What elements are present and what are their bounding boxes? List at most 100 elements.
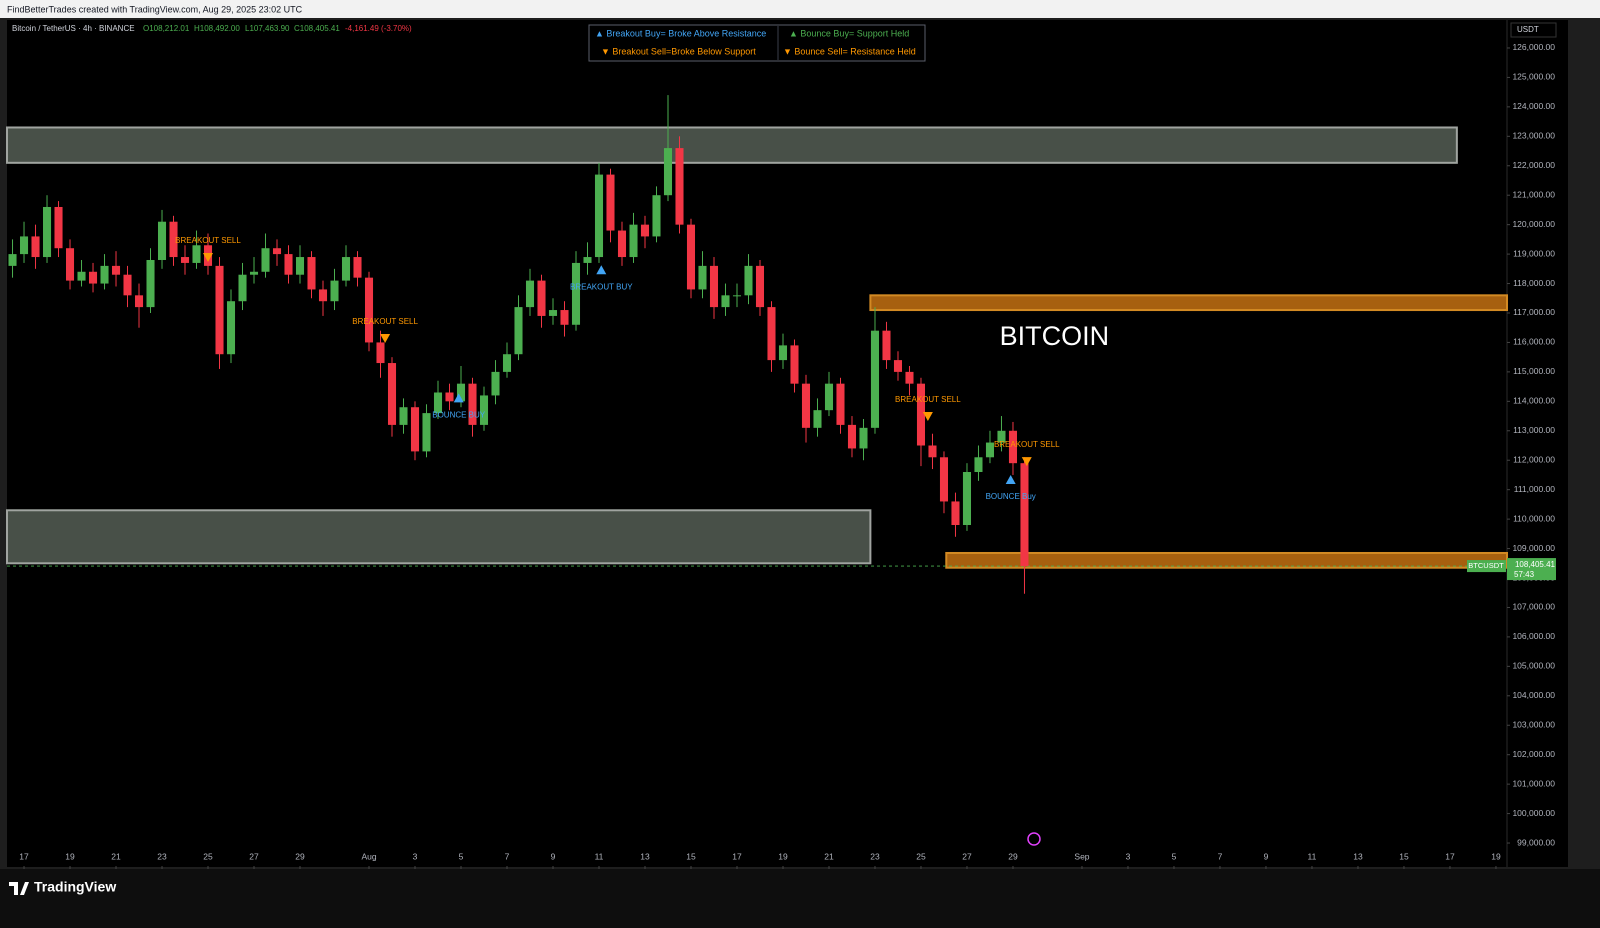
last-price-label: 108,405.41 (1515, 560, 1556, 569)
y-tick-label: 110,000.00 (1513, 513, 1555, 523)
candle-body (169, 221, 178, 258)
x-tick-label: 21 (824, 851, 834, 861)
zone (945, 551, 1508, 569)
y-tick-label: 124,000.00 (1512, 101, 1555, 111)
candle-body (916, 383, 926, 446)
top-bar (0, 0, 1600, 18)
candle-body (548, 310, 558, 316)
candle-body (502, 354, 512, 372)
candle-body (157, 221, 167, 260)
candle-body (1008, 430, 1018, 464)
y-tick-label: 117,000.00 (1513, 307, 1555, 317)
candle-body (686, 224, 696, 290)
candle-body (560, 310, 569, 325)
candle-body (1020, 463, 1029, 567)
candle-body (433, 392, 443, 414)
candle-body (939, 457, 949, 502)
y-tick-label: 121,000.00 (1512, 189, 1555, 199)
symbol: Bitcoin / TetherUS · 4h · BINANCE (12, 24, 135, 33)
candle-body (479, 395, 489, 425)
candle-body (180, 257, 190, 263)
candle-body (134, 295, 144, 308)
signal-label: BREAKOUT SELL (895, 395, 961, 404)
y-tick-label: 122,000.00 (1512, 160, 1555, 170)
signal-marker (596, 265, 607, 275)
y-tick-label: 125,000.00 (1512, 72, 1555, 82)
candle-body (997, 430, 1006, 443)
y-tick-label: 104,000.00 (1512, 690, 1555, 700)
x-tick-label: 19 (778, 851, 788, 861)
y-tick-label: 109,000.00 (1512, 543, 1555, 553)
candle-body (893, 360, 903, 372)
y-tick-label: 115,000.00 (1513, 366, 1555, 376)
legend: ▲ Breakout Buy= Broke Above Resistance ▲ … (588, 24, 926, 62)
candle-body (778, 345, 788, 361)
candle-body (985, 442, 995, 458)
logo-icon (9, 882, 29, 895)
candle-body (640, 224, 650, 237)
y-tick-label: 116,000.00 (1513, 337, 1555, 347)
y-tick-label: 105,000.00 (1512, 661, 1555, 671)
signal-marker (453, 393, 464, 403)
candle-body (617, 230, 627, 258)
candle-body (42, 206, 52, 258)
candle-body (272, 248, 282, 255)
candle-body (491, 371, 500, 396)
legend-entry: ▲ Bounce Buy= Support Held (789, 28, 909, 38)
candle-body (652, 195, 661, 237)
x-tick-label: 21 (111, 851, 121, 861)
zone (869, 294, 1508, 312)
candle-body (663, 148, 673, 196)
signal-label: BOUNCE Buy (986, 492, 1036, 501)
legend-entry: ▼ Bounce Sell= Resistance Held (783, 46, 916, 56)
candle-body (330, 280, 339, 302)
candle-body (951, 501, 960, 526)
x-tick-label: 15 (1399, 851, 1409, 861)
candle-body (445, 392, 454, 402)
y-tick-label: 111,000.00 (1514, 484, 1556, 494)
candle-body (399, 407, 408, 425)
footer (0, 869, 1600, 928)
candle-body (571, 262, 581, 325)
candle-body (698, 265, 707, 290)
x-tick-label: 9 (551, 851, 556, 861)
x-tick-label: 23 (157, 851, 167, 861)
candle-body (65, 248, 75, 281)
x-tick-label: 25 (916, 851, 926, 861)
y-tick-label: 119,000.00 (1513, 248, 1555, 258)
x-tick-label: 27 (249, 851, 259, 861)
candle-body (583, 257, 592, 263)
x-tick-label: 13 (640, 851, 650, 861)
candle-body (709, 265, 719, 308)
x-tick-label: 19 (65, 851, 75, 861)
candle-body (8, 254, 17, 266)
symbol-label: BTCUSDT (1468, 561, 1504, 570)
candle-body (238, 274, 247, 302)
symbol-badge (1467, 560, 1506, 573)
candle-body (767, 307, 776, 361)
candle-body (801, 383, 811, 428)
signal-marker (203, 253, 214, 263)
ohlc-low: L107,463.90 (245, 24, 290, 33)
x-tick-label: 5 (459, 851, 464, 861)
y-tick-label: 107,000.00 (1512, 602, 1555, 612)
candle-body (537, 280, 546, 316)
x-tick-label: 11 (595, 851, 604, 861)
y-tick-label: 114,000.00 (1513, 396, 1555, 406)
legend-entry: ▼ Breakout Sell=Broke Below Support (601, 46, 756, 56)
candle-body (721, 295, 730, 308)
candle-body (111, 265, 121, 275)
candle-body (744, 265, 753, 296)
x-tick-label: 23 (870, 851, 880, 861)
y-tick-label: 120,000.00 (1512, 219, 1555, 229)
x-tick-label: 17 (1445, 851, 1455, 861)
countdown: 57:43 (1514, 570, 1535, 579)
signal-marker (380, 334, 391, 344)
ohlc-open: O108,212.01 (143, 24, 190, 33)
candle-body (675, 148, 684, 225)
candle-body (882, 330, 891, 361)
top-bar-text: FindBetterTrades created with TradingVie… (7, 4, 303, 14)
candle-body (376, 342, 385, 364)
x-tick-label: 15 (686, 851, 696, 861)
candle-body (755, 265, 765, 308)
